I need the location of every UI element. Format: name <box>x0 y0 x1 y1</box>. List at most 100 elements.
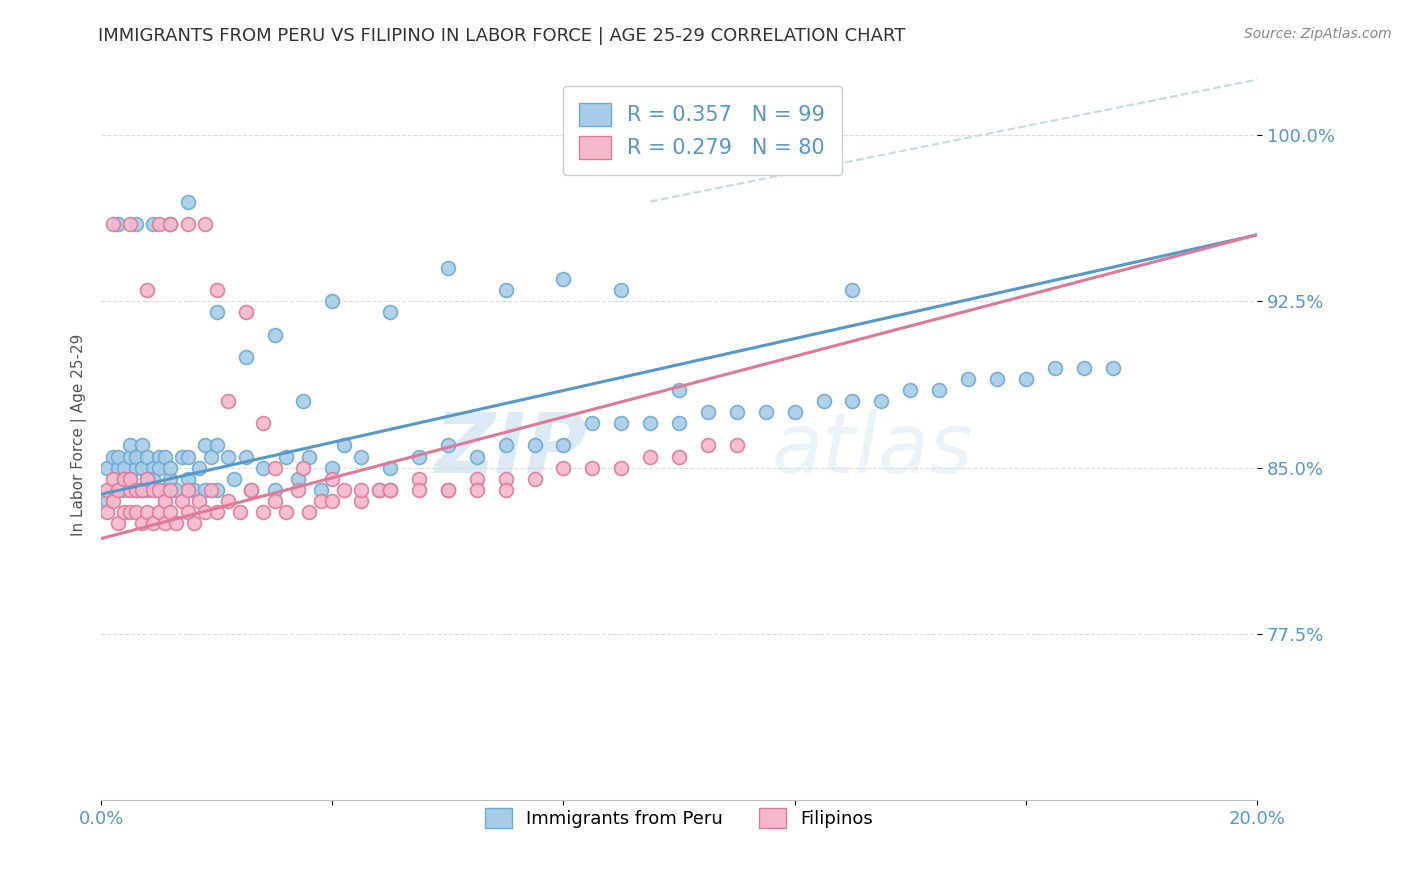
Point <box>112 460 135 475</box>
Point <box>1101 360 1123 375</box>
Point <box>101 450 124 464</box>
Point <box>309 483 332 497</box>
Point <box>321 460 343 475</box>
Point <box>107 516 129 530</box>
Point <box>153 483 176 497</box>
Point <box>408 472 430 486</box>
Point <box>263 494 285 508</box>
Point <box>136 472 159 486</box>
Point <box>437 261 460 276</box>
Point <box>553 272 575 286</box>
Legend: Immigrants from Peru, Filipinos: Immigrants from Peru, Filipinos <box>478 801 880 835</box>
Point <box>131 483 153 497</box>
Point <box>465 450 488 464</box>
Point <box>96 494 118 508</box>
Point <box>610 417 633 431</box>
Point <box>118 472 141 486</box>
Point <box>668 450 690 464</box>
Point <box>118 450 141 464</box>
Point <box>274 450 297 464</box>
Point <box>194 483 217 497</box>
Point <box>350 494 373 508</box>
Point <box>725 438 748 452</box>
Point <box>101 472 124 486</box>
Point <box>153 450 176 464</box>
Point <box>610 283 633 297</box>
Point <box>142 516 165 530</box>
Point <box>465 483 488 497</box>
Point <box>841 394 863 409</box>
Point <box>263 327 285 342</box>
Point <box>177 194 200 209</box>
Point <box>668 383 690 397</box>
Point <box>148 450 170 464</box>
Point <box>495 283 517 297</box>
Point <box>131 483 153 497</box>
Y-axis label: In Labor Force | Age 25-29: In Labor Force | Age 25-29 <box>72 334 87 535</box>
Point <box>350 450 373 464</box>
Point <box>101 483 124 497</box>
Point <box>125 460 148 475</box>
Point <box>229 505 252 519</box>
Point <box>159 217 181 231</box>
Point <box>309 494 332 508</box>
Point <box>125 450 148 464</box>
Point <box>252 417 274 431</box>
Point <box>378 483 401 497</box>
Point <box>136 483 159 497</box>
Point <box>159 460 181 475</box>
Point <box>118 483 141 497</box>
Point <box>783 405 806 419</box>
Point <box>437 483 460 497</box>
Point <box>107 483 129 497</box>
Point <box>321 472 343 486</box>
Point <box>217 494 239 508</box>
Point <box>125 505 148 519</box>
Point <box>159 505 181 519</box>
Point <box>292 394 315 409</box>
Point <box>136 505 159 519</box>
Point <box>252 460 274 475</box>
Point <box>170 450 193 464</box>
Point <box>378 483 401 497</box>
Text: atlas: atlas <box>772 409 973 490</box>
Point <box>136 283 159 297</box>
Point <box>367 483 389 497</box>
Point <box>165 516 187 530</box>
Point <box>153 516 176 530</box>
Point <box>118 217 141 231</box>
Point <box>112 472 135 486</box>
Point <box>159 472 181 486</box>
Point <box>205 438 228 452</box>
Point <box>235 450 257 464</box>
Point <box>495 483 517 497</box>
Point <box>148 460 170 475</box>
Point <box>205 283 228 297</box>
Point <box>118 505 141 519</box>
Point <box>523 472 546 486</box>
Point <box>107 217 129 231</box>
Point <box>263 483 285 497</box>
Point <box>200 483 222 497</box>
Point <box>194 505 217 519</box>
Point <box>697 438 720 452</box>
Point <box>131 438 153 452</box>
Point <box>986 372 1008 386</box>
Point <box>321 294 343 309</box>
Point <box>870 394 893 409</box>
Point <box>274 505 297 519</box>
Point <box>1043 360 1066 375</box>
Point <box>183 483 205 497</box>
Point <box>142 483 165 497</box>
Point <box>378 305 401 319</box>
Point <box>112 505 135 519</box>
Point <box>235 305 257 319</box>
Point <box>118 438 141 452</box>
Point <box>252 505 274 519</box>
Point <box>367 483 389 497</box>
Point <box>1015 372 1038 386</box>
Point <box>136 450 159 464</box>
Point <box>240 483 263 497</box>
Point <box>581 417 603 431</box>
Point <box>125 483 148 497</box>
